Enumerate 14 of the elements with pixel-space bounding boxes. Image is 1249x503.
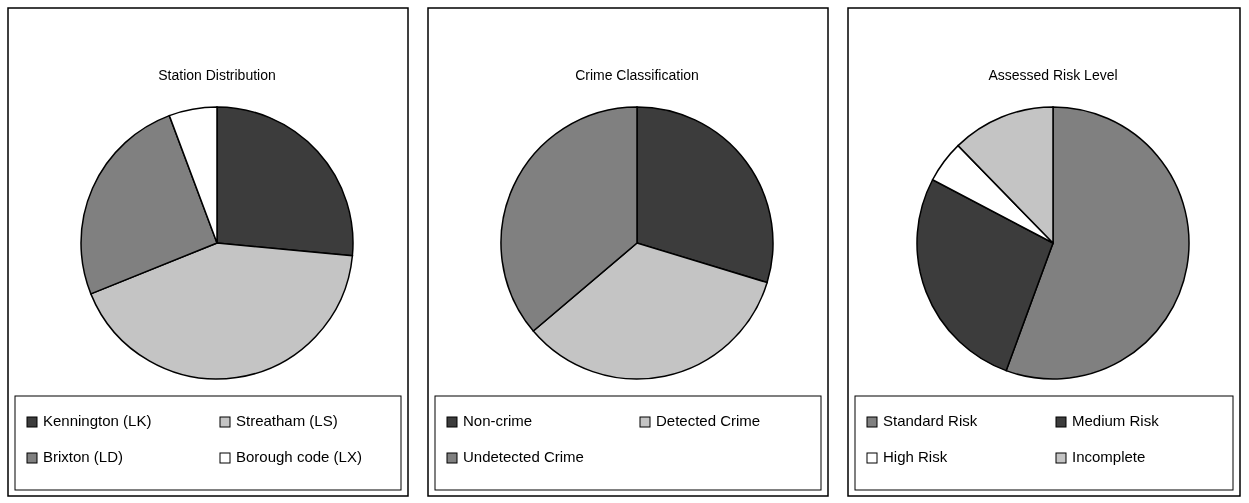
legend-label: Kennington (LK)	[43, 412, 152, 429]
legend-label: Brixton (LD)	[43, 448, 124, 465]
legend-label: High Risk	[883, 448, 948, 465]
chart-title: Crime Classification	[575, 67, 699, 83]
legend-label: Medium Risk	[1072, 412, 1160, 429]
legend-label: Non-crime	[463, 412, 533, 429]
legend-label: Undetected Crime	[463, 448, 584, 465]
chart-title: Assessed Risk Level	[988, 67, 1118, 83]
legend-label: Detected Crime	[656, 412, 761, 429]
legend-label: Incomplete	[1072, 448, 1146, 465]
legend-label: Standard Risk	[883, 412, 978, 429]
chart-title: Station Distribution	[158, 67, 276, 83]
legend-label: Borough code (LX)	[236, 448, 362, 465]
legend-label: Streatham (LS)	[236, 412, 338, 429]
